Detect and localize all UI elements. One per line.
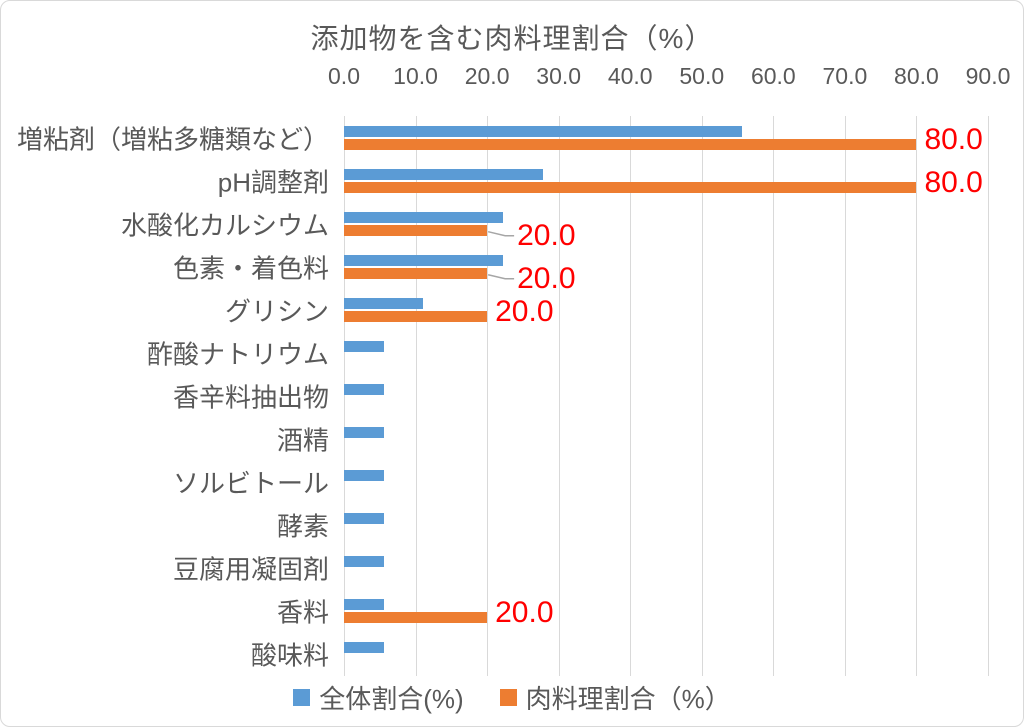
category-label: 酒精 [276,425,329,456]
bar-meat-dish [344,267,488,279]
legend-item: 肉料理割合（%） [499,679,731,716]
legend-label: 全体割合(%) [319,684,464,714]
bar-overall [344,125,742,137]
category-label: 増粘剤（増粘多糖類など） [16,124,329,155]
legend-swatch [293,689,311,706]
chart-title: 添加物を含む肉料理割合（%） [310,23,714,54]
legend-label: 肉料理割合（%） [525,684,731,714]
plot-area: 80.0 80.0 20.0 20.0 20.0 20.0 [344,116,989,676]
data-label: 80.0 [924,122,983,156]
data-label: 20.0 [517,218,576,252]
gridline [344,116,345,676]
category-axis: 増粘剤（増粘多糖類など） pH調整剤水酸化カルシウム色素・着色料グリシン酢酸ナトリ… [1,1,333,726]
x-tick-label: 60.0 [750,63,796,89]
bar-overall [344,470,385,482]
data-label: 20.0 [495,596,554,630]
data-label: 80.0 [924,165,983,199]
legend: 全体割合(%) 肉料理割合（%） [1,679,1023,716]
bar-meat-dish [344,181,917,193]
gridline [844,116,846,676]
x-tick-label: 50.0 [679,63,725,89]
gridline [415,116,417,676]
bar-overall [344,254,503,266]
x-axis: 0.0 10.0 20.0 30.0 40.0 50.0 60.0 70.0 80.0 90.0 [1,63,1023,93]
category-label: 色素・着色料 [172,253,329,284]
bar-meat-dish [344,612,488,624]
leader-lines [487,230,515,280]
category-label: 香料 [276,597,329,628]
x-tick-label: 20.0 [464,63,510,89]
category-label: グリシン [224,296,329,327]
category-label: 水酸化カルシウム [120,210,329,241]
gridline [916,116,918,676]
bar-overall [344,427,385,439]
bar-overall [344,168,543,180]
bar-meat-dish [344,138,917,150]
x-tick-label: 10.0 [393,63,438,89]
category-label: pH調整剤 [217,167,329,198]
bar-overall [344,384,385,395]
bar-meat-dish [344,310,488,322]
bar-overall [344,642,385,654]
x-tick-label: 90.0 [965,63,1011,89]
x-tick-label: 70.0 [822,63,868,89]
gridline [988,116,989,676]
bar-meat-dish [344,224,488,236]
x-tick-label: 80.0 [894,63,939,89]
category-label: 香辛料抽出物 [172,382,329,413]
category-label: 豆腐用凝固剤 [172,554,329,585]
data-label: 20.0 [495,294,554,328]
category-label: 酢酸ナトリウム [146,339,329,370]
bar-overall [344,340,385,352]
x-tick-label: 40.0 [607,63,653,89]
gridline [773,116,775,676]
category-label: ソルビトール [172,468,329,499]
gridline [701,116,703,676]
leader-line [487,230,515,237]
bar-overall [344,513,385,525]
data-label: 20.0 [517,261,576,295]
bar-overall [344,211,503,223]
leader-line [487,274,515,280]
bar-overall [344,297,424,309]
legend-item: 全体割合(%) [293,679,464,716]
legend-swatch [499,689,517,706]
x-tick-label: 0.0 [328,63,360,89]
category-label: 酸味料 [250,640,329,671]
bar-overall [344,599,385,611]
gridline [558,116,560,676]
bar-overall [344,556,385,568]
gridline [487,116,489,676]
gridline [630,116,632,676]
category-label: 酵素 [276,511,329,542]
x-tick-label: 30.0 [536,63,582,89]
